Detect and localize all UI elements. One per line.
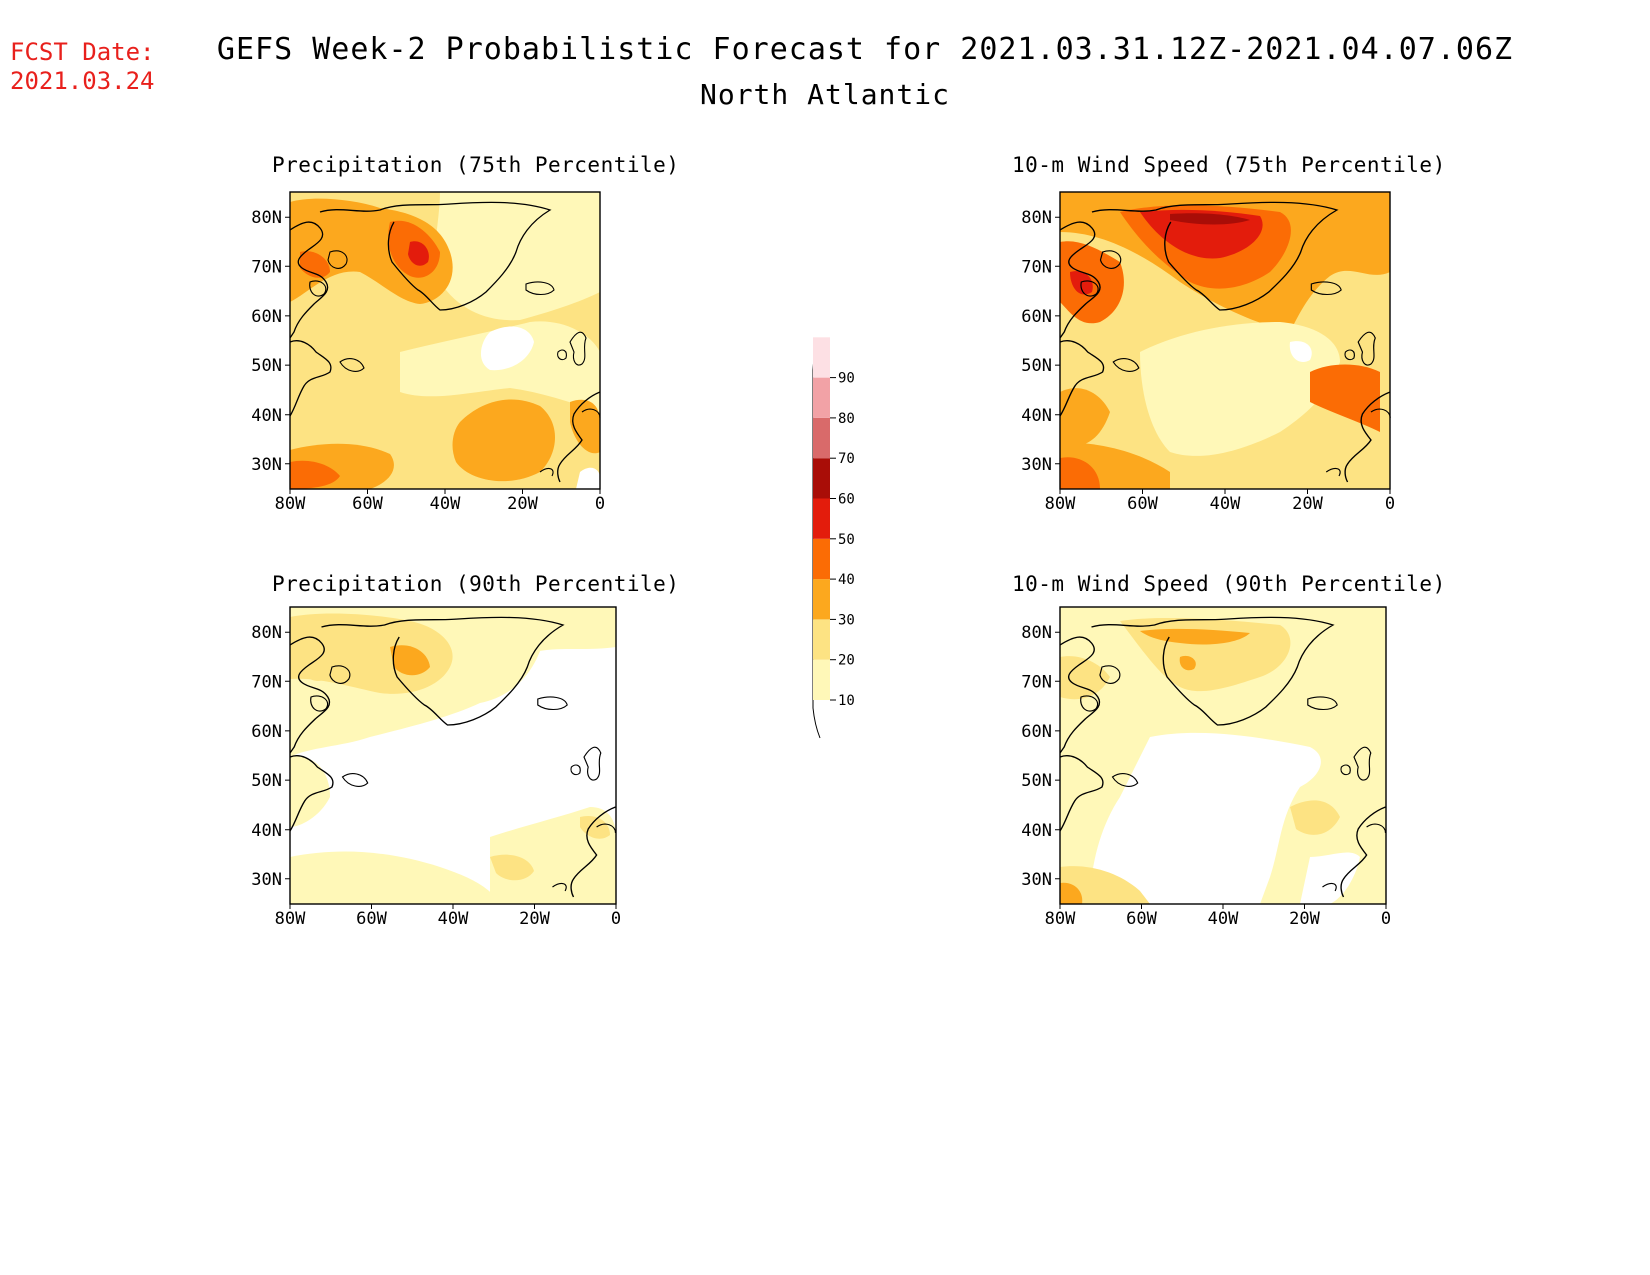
lon-tick-label: 40W: [438, 909, 469, 929]
lat-tick-label: 60N: [251, 722, 282, 742]
lon-tick-label: 60W: [352, 494, 383, 514]
lon-tick-label: 20W: [1289, 909, 1320, 929]
colorbar-label: 10: [838, 693, 855, 709]
map-precip-75: [289, 191, 601, 490]
lat-tick-label: 60N: [1021, 722, 1052, 742]
lat-tick-label: 40N: [251, 406, 282, 426]
lat-tick-label: 70N: [251, 257, 282, 277]
lat-tick-label: 80N: [1021, 623, 1052, 643]
lon-tick-label: 20W: [519, 909, 550, 929]
lat-tick-label: 50N: [251, 356, 282, 376]
lat-tick-label: 30N: [1021, 455, 1052, 475]
colorbar: 10 20 30 40 50 60 70 80 90: [812, 337, 855, 739]
lon-tick-label: 60W: [356, 909, 387, 929]
colorbar-box: [813, 498, 830, 539]
lon-tick-label: 80W: [1045, 494, 1076, 514]
lon-tick-label: 80W: [275, 494, 306, 514]
lat-tick-label: 30N: [251, 870, 282, 890]
panel-title-wind-75: 10-m Wind Speed (75th Percentile): [1012, 153, 1446, 177]
colorbar-label: 90: [838, 371, 855, 387]
lat-tick-label: 40N: [1021, 821, 1052, 841]
colorbar-label: 60: [838, 492, 855, 508]
lat-tick-label: 80N: [251, 208, 282, 228]
fcst-date-value: 2021.03.24: [10, 67, 155, 95]
colorbar-label: 80: [838, 411, 855, 427]
colorbar-box: [813, 579, 830, 620]
panel-title-precip-90: Precipitation (90th Percentile): [272, 572, 680, 596]
colorbar-label: 30: [838, 612, 855, 628]
lat-tick-label: 40N: [251, 821, 282, 841]
lon-tick-label: 0: [1385, 494, 1395, 514]
lon-tick-label: 60W: [1127, 494, 1158, 514]
lat-tick-label: 60N: [1021, 307, 1052, 327]
main-title: GEFS Week-2 Probabilistic Forecast for 2…: [216, 32, 1514, 67]
lon-tick-label: 20W: [1292, 494, 1323, 514]
lat-tick-label: 70N: [251, 672, 282, 692]
colorbar-label: 70: [838, 451, 855, 467]
lon-tick-label: 0: [611, 909, 621, 929]
colorbar-box: [813, 337, 830, 378]
map-wind-90: [1059, 606, 1387, 905]
colorbar-label: 40: [838, 572, 855, 588]
lat-tick-label: 50N: [251, 771, 282, 791]
colorbar-label: 50: [838, 532, 855, 548]
colorbar-box: [813, 458, 830, 499]
lon-tick-label: 60W: [1126, 909, 1157, 929]
map-wind-75: [1059, 191, 1391, 490]
lon-tick-label: 40W: [430, 494, 461, 514]
panel-title-wind-90: 10-m Wind Speed (90th Percentile): [1012, 572, 1446, 596]
colorbar-box: [813, 377, 830, 418]
lon-tick-label: 0: [1381, 909, 1391, 929]
lat-tick-label: 80N: [251, 623, 282, 643]
colorbar-box: [813, 619, 830, 660]
lon-tick-label: 40W: [1208, 909, 1239, 929]
colorbar-label: 20: [838, 653, 855, 669]
lat-tick-label: 30N: [1021, 870, 1052, 890]
colorbar-box: [813, 538, 830, 580]
lat-tick-label: 50N: [1021, 356, 1052, 376]
lat-tick-label: 70N: [1021, 257, 1052, 277]
lat-tick-label: 50N: [1021, 771, 1052, 791]
lon-tick-label: 80W: [275, 909, 306, 929]
panel-title-precip-75: Precipitation (75th Percentile): [272, 153, 680, 177]
lat-tick-label: 40N: [1021, 406, 1052, 426]
lat-tick-label: 30N: [251, 455, 282, 475]
lon-tick-label: 80W: [1045, 909, 1076, 929]
lon-tick-label: 40W: [1210, 494, 1241, 514]
lon-tick-label: 20W: [507, 494, 538, 514]
lon-tick-label: 0: [595, 494, 605, 514]
region-title: North Atlantic: [699, 78, 950, 111]
fcst-date-block: FCST Date: 2021.03.24: [10, 38, 155, 96]
axes-layer: 80N 70N 60N 50N 40N 30N 80W 60W 40W 20W 0 80N 70N 60N…: [251, 208, 1395, 929]
fcst-date-label: FCST Date:: [10, 38, 155, 66]
map-precip-90: [289, 606, 617, 905]
colorbar-box: [813, 659, 830, 700]
colorbar-box: [813, 417, 830, 459]
lat-tick-label: 60N: [251, 307, 282, 327]
lat-tick-label: 70N: [1021, 672, 1052, 692]
lat-tick-label: 80N: [1021, 208, 1052, 228]
